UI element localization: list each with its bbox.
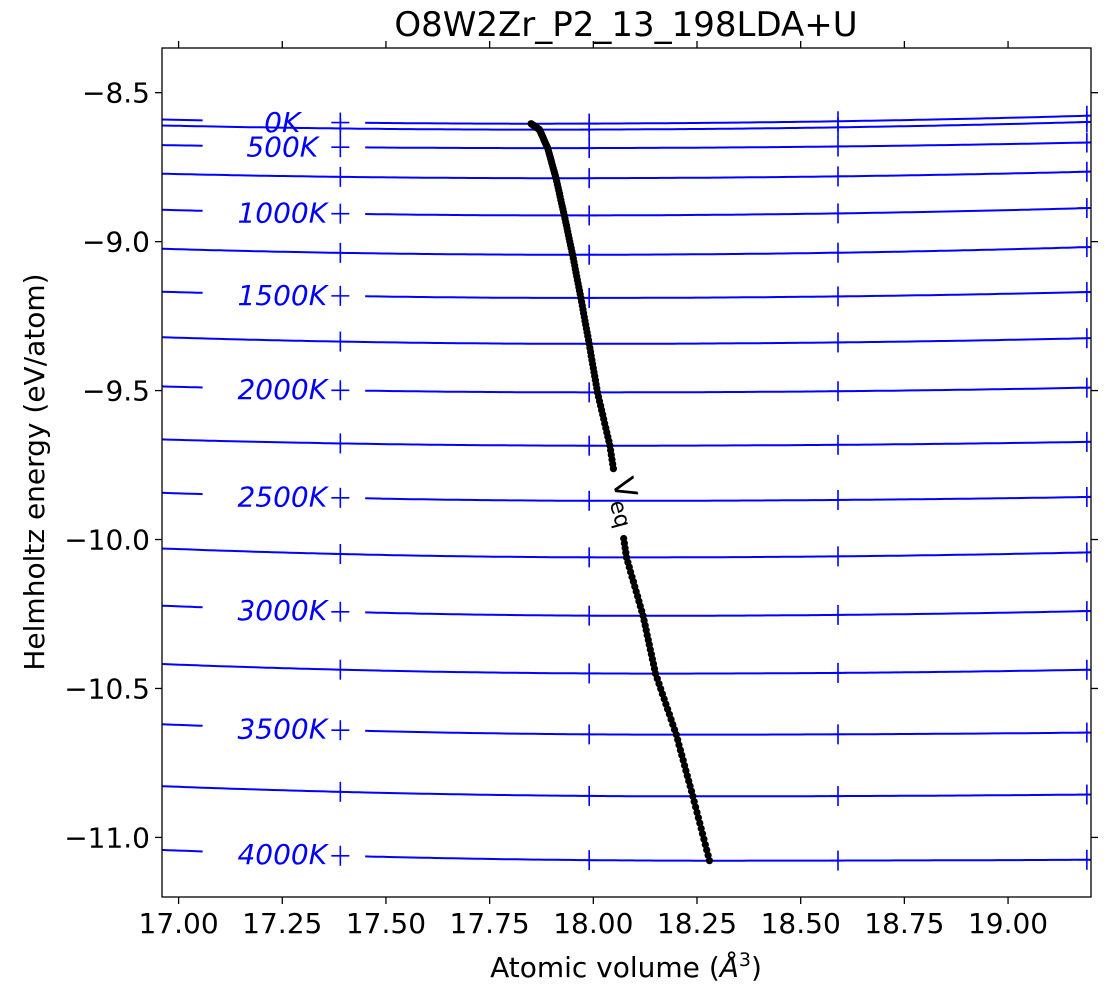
isotherm-curve [162,723,1091,736]
isotherm-label: 1500K [237,279,329,312]
veq-point [693,808,701,817]
veq-point [689,792,697,800]
isotherm-label: 2500K [237,480,329,513]
isotherm-label: 2000K [237,373,329,406]
isotherm-curve [162,114,1091,125]
veq-point [703,846,711,854]
isotherm-curve [162,246,1091,256]
isotherm-label: 4000K [237,838,329,871]
isotherm-curve [162,207,1091,217]
isotherm-curve [162,438,1091,447]
isotherm-curves [162,105,1091,871]
y-tick-label: −10.5 [64,672,150,705]
veq-point [698,830,707,838]
isotherm-curve [162,290,1091,299]
x-tick-label: 18.50 [761,907,841,940]
y-tick-label: −8.5 [82,77,150,110]
y-axis-label: Helmholtz energy (eV/atom) [18,273,51,670]
y-tick-label: −9.5 [82,375,150,408]
veq-point [705,857,714,865]
isotherm-curve [162,604,1091,617]
isotherm-label: 3500K [237,713,329,746]
x-tick-label: 17.00 [139,907,219,940]
x-tick-label: 17.25 [242,907,322,940]
x-tick-label: 18.25 [657,907,737,940]
isotherm-curve [162,336,1091,345]
veq-point [692,803,700,811]
isotherm-curve [162,663,1091,675]
veq-point [609,465,618,473]
veq-point [696,819,704,827]
axes: 17.00 17.25 17.50 17.75 18.00 18.25 18.50 18.75… [64,41,1098,940]
veq-point [700,835,708,843]
isotherm-label: 1000K [237,197,329,230]
isotherm-curve [162,120,1091,131]
isotherm-curve [162,385,1091,394]
isotherm-curve [162,141,1091,150]
y-tick-label: −11.0 [64,821,150,854]
x-axis-label: Atomic volume (Å3) [490,949,762,984]
isotherm-label: 0K [264,106,303,139]
y-tick-label: −9.0 [82,226,150,259]
equilibrium-volume-points [527,120,714,865]
x-tick-label: 18.00 [553,907,633,940]
plot-frame [161,47,1092,898]
x-tick-label: 17.50 [346,907,426,940]
x-tick-label: 17.75 [450,907,530,940]
isotherm-label: 3000K [237,594,329,627]
isotherm-label: 500K [246,131,320,164]
veq-label: Veq [598,474,650,531]
y-tick-label: −10.0 [64,524,150,557]
x-tick-label: 18.75 [864,907,944,940]
x-tick-label: 19.00 [968,907,1048,940]
isotherm-curve [162,170,1091,180]
chart-title: O8W2Zr_P2_13_198LDA+U [394,5,857,45]
isotherm-curve [162,491,1091,502]
isotherm-curve [162,785,1091,798]
isotherm-curve [162,848,1091,862]
